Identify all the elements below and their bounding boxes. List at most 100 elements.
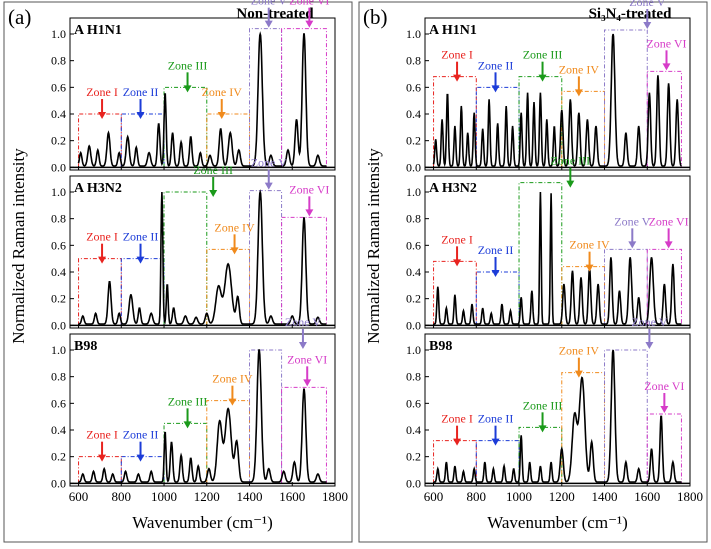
y-tick-label: 0.0 xyxy=(406,318,421,332)
x-tick-label: 1200 xyxy=(194,489,220,504)
zone-arrow-head xyxy=(574,89,583,97)
zone-arrow-head xyxy=(183,421,192,429)
zone-label: Zone IV xyxy=(202,85,243,99)
zone-box xyxy=(646,70,682,168)
sample-label: A H3N2 xyxy=(429,181,477,196)
zone-label: Zone I xyxy=(86,428,118,442)
sample-label: A H1N1 xyxy=(74,23,122,38)
zone-arrow-head xyxy=(98,112,107,119)
y-tick-label: 0.8 xyxy=(51,370,66,384)
zone-arrow-head xyxy=(136,256,145,264)
y-tick-label: 1.0 xyxy=(406,27,421,41)
zone-label: Zone VI xyxy=(287,352,327,366)
zone-label: Zone I xyxy=(441,48,473,62)
y-tick-label: 0.4 xyxy=(51,107,66,121)
zone-box xyxy=(120,258,165,326)
zone-box xyxy=(281,28,327,168)
zone-label: Zone III xyxy=(523,48,563,62)
zone-arrow-head xyxy=(136,454,145,462)
zone-arrow-head xyxy=(136,112,145,119)
x-axis-label: Wavenumber (cm⁻¹) xyxy=(132,513,273,532)
y-tick-label: 0.4 xyxy=(51,265,66,279)
zone-label: Zone VI xyxy=(289,182,329,196)
y-tick-label: 0.6 xyxy=(406,238,421,252)
zone-label: Zone VI xyxy=(649,214,689,228)
zone-arrow-head xyxy=(228,398,237,406)
sample-label: A H3N2 xyxy=(74,181,122,196)
zone-label: Zone III xyxy=(168,58,208,72)
zone-arrow-head xyxy=(217,112,226,119)
zone-box xyxy=(206,400,251,484)
spectrum-line xyxy=(78,189,327,325)
sample-label: B98 xyxy=(429,339,452,354)
zone-label: Zone I xyxy=(441,412,473,426)
subplot-b98: Zone I Zone II Zone III Zone IV Zone V Zone V… xyxy=(51,315,348,504)
zone-arrow-head xyxy=(491,438,500,446)
zone-arrow-head xyxy=(585,264,594,272)
zone-box xyxy=(518,426,563,484)
zone-label: Zone IV xyxy=(559,344,600,358)
zone-label: Zone VI xyxy=(644,379,684,393)
subplot-frame xyxy=(424,17,691,171)
subplot-frame xyxy=(424,333,691,487)
zone-arrow-head xyxy=(538,74,547,82)
zone-arrow-head xyxy=(453,438,462,446)
zone-label: Zone III xyxy=(193,163,233,177)
zone-box xyxy=(206,248,251,326)
zone-box xyxy=(281,386,327,484)
zone-arrow-head xyxy=(305,20,314,28)
x-tick-label: 1000 xyxy=(506,489,532,504)
zone-box xyxy=(518,182,563,326)
y-tick-label: 0.2 xyxy=(51,134,66,148)
y-tick-label: 0.0 xyxy=(51,160,66,174)
zone-arrow-head xyxy=(566,180,575,188)
panel-title: Non-treated xyxy=(236,6,314,22)
zone-label: Zone V xyxy=(251,0,287,8)
zone-arrow-head xyxy=(98,256,107,264)
y-tick-label: 0.0 xyxy=(51,318,66,332)
y-tick-label: 0.2 xyxy=(406,450,421,464)
y-tick-label: 0.2 xyxy=(406,134,421,148)
zone-label: Zone IV xyxy=(569,238,610,252)
zone-label: Zone II xyxy=(123,85,159,99)
zone-label: Zone V xyxy=(631,315,667,329)
zone-arrow-head xyxy=(453,259,462,267)
zone-arrow-head xyxy=(645,342,654,349)
zone-label: Zone V xyxy=(251,156,287,170)
zone-label: Zone I xyxy=(86,230,118,244)
y-tick-label: 0.8 xyxy=(406,54,421,68)
spectrum-line xyxy=(433,191,682,325)
y-tick-label: 0.6 xyxy=(51,80,66,94)
zone-box xyxy=(646,413,682,484)
x-tick-label: 600 xyxy=(69,489,89,504)
spectrum-line xyxy=(78,349,327,483)
y-tick-label: 0.6 xyxy=(406,396,421,410)
zone-label: Zone II xyxy=(123,230,159,244)
y-tick-label: 0.4 xyxy=(406,423,421,437)
zone-arrow-head xyxy=(574,370,583,378)
zone-arrow-head xyxy=(298,342,307,349)
y-tick-label: 0.0 xyxy=(406,160,421,174)
subplot-b98: Zone I Zone II Zone III Zone IV Zone V Zone V… xyxy=(406,315,703,504)
x-tick-label: 1600 xyxy=(634,489,660,504)
zone-box xyxy=(561,266,606,326)
zone-box xyxy=(206,113,251,168)
x-tick-label: 1200 xyxy=(549,489,575,504)
zone-label: Zone IV xyxy=(214,220,255,234)
y-tick-label: 1.0 xyxy=(51,185,66,199)
zone-arrow-head xyxy=(98,454,107,462)
sample-label: A H1N1 xyxy=(429,23,477,38)
zone-arrow-head xyxy=(264,20,273,28)
y-tick-label: 0.8 xyxy=(51,212,66,226)
y-axis-label: Normalized Raman intensity xyxy=(9,148,28,344)
y-axis-label: Normalized Raman intensity xyxy=(364,148,383,344)
zone-label: Zone IV xyxy=(212,372,253,386)
y-tick-label: 0.4 xyxy=(406,107,421,121)
zone-label: Zone V xyxy=(285,315,321,329)
zone-label: Zone II xyxy=(478,412,514,426)
y-tick-label: 0.2 xyxy=(406,292,421,306)
panel-letter: (a) xyxy=(8,5,31,29)
zone-box xyxy=(281,216,327,326)
